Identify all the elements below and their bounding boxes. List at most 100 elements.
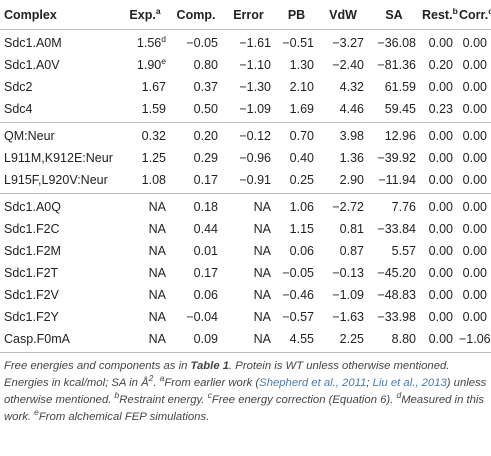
row-label: Sdc1.A0M bbox=[4, 36, 62, 50]
footnote-sup: d bbox=[396, 390, 402, 401]
cell: 0.18 bbox=[193, 200, 218, 214]
cell: 0.00 bbox=[462, 266, 487, 280]
cell: 0.50 bbox=[193, 102, 218, 116]
cell: 0.00 bbox=[428, 36, 453, 50]
cell: 0.00 bbox=[462, 58, 487, 72]
column-header: PB bbox=[275, 0, 318, 30]
cell: 0.87 bbox=[339, 244, 364, 258]
cell: NA bbox=[148, 222, 166, 236]
row-label: Sdc1.F2V bbox=[4, 288, 59, 302]
cell: 0.00 bbox=[428, 80, 453, 94]
column-note: b bbox=[452, 5, 458, 16]
cell: 0.06 bbox=[193, 288, 218, 302]
column-label: SA bbox=[385, 7, 403, 22]
column-note: a bbox=[155, 5, 161, 16]
cell: 0.00 bbox=[428, 200, 453, 214]
cell: 0.00 bbox=[428, 266, 453, 280]
cell: 8.80 bbox=[391, 332, 416, 346]
cell: 1.30 bbox=[289, 58, 314, 72]
column-header: Rest.b bbox=[420, 0, 458, 30]
table-row: Sdc1.F2C NA 0.44 NA 1.15 0.81 −33.84 0.00 0.00 bbox=[0, 218, 491, 240]
cell: −81.36 bbox=[377, 58, 416, 72]
cell: 0.23 bbox=[428, 102, 453, 116]
cell: 0.20 bbox=[428, 58, 453, 72]
footnote-sup: e bbox=[34, 407, 39, 418]
row-label: Sdc1.A0V bbox=[4, 58, 60, 72]
footnote-text: From earlier work ( bbox=[164, 377, 260, 389]
footnote-sup: b bbox=[114, 390, 120, 401]
cell: −48.83 bbox=[377, 288, 416, 302]
cell: −45.20 bbox=[377, 266, 416, 280]
table-row: Sdc2 1.67 0.37 −1.30 2.10 4.32 61.59 0.00 0.00 bbox=[0, 76, 491, 98]
cell: 1.56d bbox=[120, 30, 170, 55]
cell-note: e bbox=[161, 55, 166, 66]
cell-value: 1.90 bbox=[136, 58, 162, 72]
cell: −0.51 bbox=[282, 36, 314, 50]
row-label: Sdc1.A0Q bbox=[4, 200, 61, 214]
cell: 1.08 bbox=[141, 173, 166, 187]
citation-link[interactable]: Shepherd et al., 2011 bbox=[259, 377, 367, 389]
cell: 59.45 bbox=[384, 102, 416, 116]
cell: −0.91 bbox=[239, 173, 271, 187]
cell: NA bbox=[148, 200, 166, 214]
cell: 0.25 bbox=[289, 173, 314, 187]
row-label: Sdc1.F2T bbox=[4, 266, 59, 280]
footnote-text: Free energy correction (Equation 6). bbox=[211, 394, 397, 406]
table-header: Complex Exp.a Comp. Error PB VdW SA Rest.b Corr.… bbox=[0, 0, 491, 30]
cell: NA bbox=[253, 332, 271, 346]
row-group: Sdc1.A0Q NA 0.18 NA 1.06 −2.72 7.76 0.00 0.00 Sdc… bbox=[0, 194, 491, 353]
cell-value: 1.56 bbox=[136, 36, 162, 50]
cell: 0.37 bbox=[193, 80, 218, 94]
cell: 0.00 bbox=[462, 151, 487, 165]
table-row: Sdc1.A0Q NA 0.18 NA 1.06 −2.72 7.76 0.00 0.00 bbox=[0, 194, 491, 219]
column-header: Complex bbox=[0, 0, 120, 30]
cell: −2.40 bbox=[332, 58, 364, 72]
footnote-text: From alchemical FEP simulations. bbox=[38, 411, 210, 423]
footnote-sup: a bbox=[159, 373, 165, 384]
table-row: Sdc1.A0V 1.90e 0.80 −1.10 1.30 −2.40 −81.36 0.2… bbox=[0, 54, 491, 76]
cell: NA bbox=[148, 288, 166, 302]
cell: 1.90e bbox=[120, 54, 170, 76]
cell: −11.94 bbox=[378, 173, 416, 187]
cell: NA bbox=[253, 310, 271, 324]
cell: 0.17 bbox=[193, 173, 218, 187]
cell: −0.13 bbox=[332, 266, 364, 280]
column-label: PB bbox=[287, 7, 306, 22]
table-row: QM:Neur 0.32 0.20 −0.12 0.70 3.98 12.96 0.00 0.0… bbox=[0, 123, 491, 148]
cell: 0.20 bbox=[193, 129, 218, 143]
table-row: Sdc1.F2T NA 0.17 NA −0.05 −0.13 −45.20 0.00 0.00 bbox=[0, 262, 491, 284]
footnote-ref: Table 1 bbox=[190, 360, 230, 372]
cell: −0.05 bbox=[282, 266, 314, 280]
column-label: Exp. bbox=[129, 7, 156, 22]
column-label: Complex bbox=[4, 7, 57, 22]
row-label: L915F,L920V:Neur bbox=[4, 173, 108, 187]
cell: −0.96 bbox=[239, 151, 271, 165]
cell: 4.55 bbox=[289, 332, 314, 346]
cell: NA bbox=[253, 222, 271, 236]
cell: −33.84 bbox=[377, 222, 416, 236]
cell: 0.00 bbox=[428, 332, 453, 346]
cell: 0.40 bbox=[289, 151, 314, 165]
cell: 0.44 bbox=[193, 222, 218, 236]
row-group: QM:Neur 0.32 0.20 −0.12 0.70 3.98 12.96 0.00 0.0… bbox=[0, 123, 491, 194]
citation-link[interactable]: Liu et al., 2013 bbox=[372, 377, 447, 389]
cell: −1.09 bbox=[332, 288, 364, 302]
column-header: SA bbox=[368, 0, 420, 30]
cell: 0.29 bbox=[193, 151, 218, 165]
cell: 4.46 bbox=[339, 102, 364, 116]
cell: 1.15 bbox=[289, 222, 314, 236]
column-label: Rest. bbox=[422, 7, 453, 22]
cell: −39.92 bbox=[377, 151, 416, 165]
cell: 0.00 bbox=[462, 288, 487, 302]
cell: −0.57 bbox=[282, 310, 314, 324]
cell: 5.57 bbox=[391, 244, 416, 258]
footnote-sup: c bbox=[207, 390, 212, 401]
cell: NA bbox=[148, 332, 166, 346]
cell: 0.81 bbox=[339, 222, 364, 236]
cell: −0.12 bbox=[239, 129, 271, 143]
cell: 4.32 bbox=[339, 80, 364, 94]
cell: 0.80 bbox=[193, 58, 218, 72]
column-header: Corr.c bbox=[457, 0, 491, 30]
cell: 0.00 bbox=[428, 244, 453, 258]
